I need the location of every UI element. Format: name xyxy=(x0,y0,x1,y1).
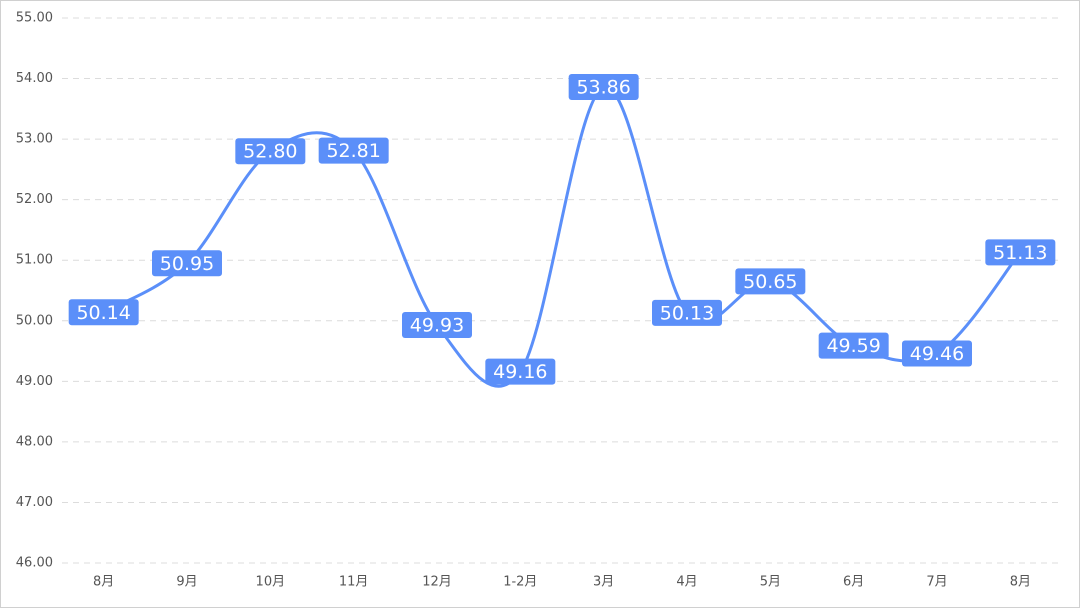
data-label-text: 52.81 xyxy=(326,140,380,162)
x-tick-label: 8月 xyxy=(93,575,114,590)
data-label-text: 49.59 xyxy=(826,335,880,357)
data-label: 49.16 xyxy=(485,358,556,385)
y-tick-label: 52.00 xyxy=(16,192,53,207)
y-tick-label: 50.00 xyxy=(16,313,53,328)
x-tick-label: 9月 xyxy=(176,575,197,590)
x-tick-label: 8月 xyxy=(1010,575,1031,590)
data-label-text: 49.93 xyxy=(410,315,464,337)
data-label-box xyxy=(318,137,389,164)
data-label-text: 50.13 xyxy=(660,302,714,324)
x-tick-label: 11月 xyxy=(339,575,369,590)
x-tick-label: 6月 xyxy=(843,575,864,590)
data-label-box xyxy=(652,299,722,326)
data-label: 52.81 xyxy=(318,137,389,164)
y-tick-label: 46.00 xyxy=(16,556,53,571)
y-tick-label: 51.00 xyxy=(16,253,53,268)
data-label: 50.13 xyxy=(652,299,722,326)
data-label-box xyxy=(985,239,1056,266)
data-label: 49.46 xyxy=(902,340,972,367)
data-label-box xyxy=(485,358,556,385)
data-label: 49.59 xyxy=(818,332,889,359)
y-tick-label: 49.00 xyxy=(16,374,53,389)
data-label-box xyxy=(68,299,139,326)
x-tick-label: 5月 xyxy=(760,575,781,590)
x-tick-label: 12月 xyxy=(422,575,452,590)
y-tick-label: 55.00 xyxy=(16,11,53,26)
x-tick-label: 4月 xyxy=(676,575,697,590)
y-tick-label: 53.00 xyxy=(16,132,53,147)
data-label-text: 50.95 xyxy=(160,253,214,275)
data-label-box xyxy=(402,312,472,339)
data-label-text: 49.16 xyxy=(493,361,547,383)
data-label-box xyxy=(235,138,306,165)
data-label-box xyxy=(568,74,639,101)
data-label: 50.95 xyxy=(152,250,222,277)
x-tick-label: 3月 xyxy=(593,575,614,590)
data-label: 53.86 xyxy=(568,74,639,101)
data-label-text: 53.86 xyxy=(576,77,630,99)
data-label-text: 50.14 xyxy=(76,302,130,324)
data-label: 50.65 xyxy=(735,268,806,295)
data-label: 49.93 xyxy=(402,312,472,339)
data-label-text: 50.65 xyxy=(743,271,797,293)
data-label: 51.13 xyxy=(985,239,1056,266)
x-tick-label: 10月 xyxy=(256,575,286,590)
x-tick-label: 7月 xyxy=(926,575,947,590)
y-tick-label: 48.00 xyxy=(16,434,53,449)
y-tick-label: 47.00 xyxy=(16,495,53,510)
x-tick-label: 1-2月 xyxy=(503,575,537,590)
data-label-text: 51.13 xyxy=(993,242,1047,264)
data-label-box xyxy=(152,250,222,277)
data-label-text: 52.80 xyxy=(243,141,297,163)
y-tick-label: 54.00 xyxy=(16,71,53,86)
data-label: 50.14 xyxy=(68,299,139,326)
data-label-box xyxy=(735,268,806,295)
data-label-text: 49.46 xyxy=(910,343,964,365)
data-label-box xyxy=(818,332,889,359)
data-label-box xyxy=(902,340,972,367)
data-label: 52.80 xyxy=(235,138,306,165)
